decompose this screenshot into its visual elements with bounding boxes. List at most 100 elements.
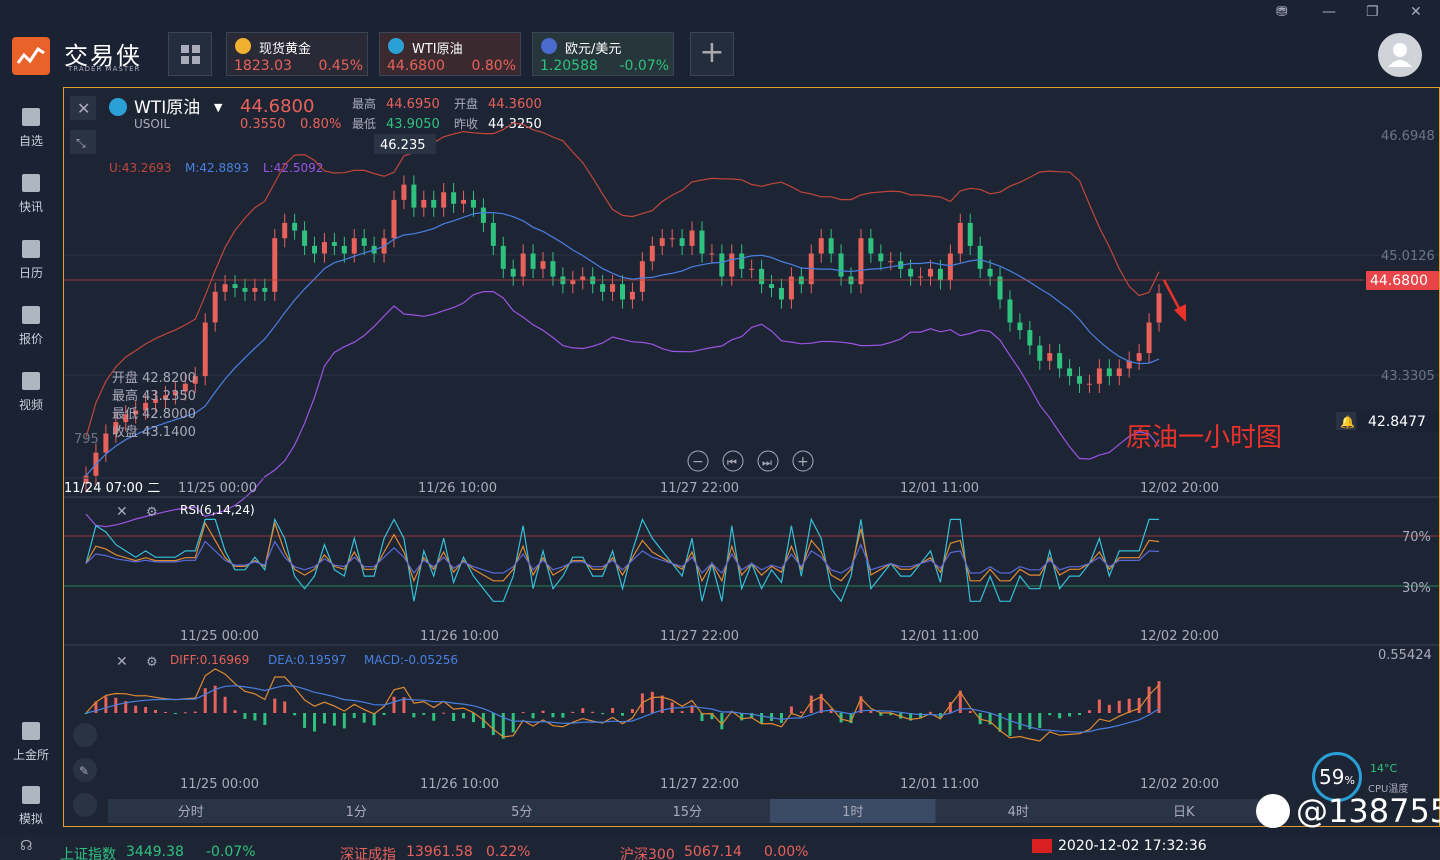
indicator-tool-button[interactable] (73, 723, 97, 747)
price-axis-tick: 46.6948 (1381, 129, 1435, 144)
close-icon[interactable]: ✕ (116, 654, 128, 670)
close-icon[interactable]: ✕ (116, 504, 128, 520)
period-tab[interactable] (935, 799, 1102, 823)
macd-bar (442, 712, 446, 714)
sidebar-item-watchlist[interactable]: 自选 (0, 94, 62, 154)
macd-bar (104, 696, 108, 713)
macd-bar (372, 713, 376, 726)
macd-bar (1117, 700, 1121, 713)
period-tab[interactable] (1101, 799, 1267, 823)
peak-tooltip-value: 46.235 (380, 138, 426, 153)
candle-body (431, 199, 437, 208)
tab-eurusd[interactable]: 欧元/美元 1.20588 -0.07% (532, 32, 674, 76)
collapse-button[interactable] (70, 130, 96, 154)
alert-button[interactable] (1336, 412, 1356, 430)
period-tab[interactable] (770, 799, 936, 823)
macd-bar (1058, 713, 1062, 719)
candle-body (1126, 360, 1132, 369)
candle-body (113, 422, 119, 434)
candle-body (669, 238, 675, 240)
kline-chart[interactable]: ✕ ⤡ WTI原油 ▼ USOIL 44.6800 0.3550 0.80% 最… (64, 88, 1440, 827)
macd-bar (958, 690, 962, 713)
next-button[interactable] (757, 450, 779, 472)
candle-body (540, 261, 546, 269)
macd-bar (928, 711, 932, 713)
candle-body (182, 383, 188, 392)
zoom-in-button[interactable] (792, 450, 814, 472)
close-icon: ✕ (77, 99, 90, 118)
app-logo-icon (12, 37, 50, 75)
chart-area[interactable]: ✕ ⤡ WTI原油 ▼ USOIL 44.6800 0.3550 0.80% 最… (63, 87, 1440, 827)
skin-icon[interactable]: ⛃ (1276, 4, 1288, 20)
time-tick: 11/25 00:00 (178, 481, 257, 496)
chart-tool-button[interactable] (73, 793, 97, 817)
oil-icon (109, 98, 127, 116)
candles (83, 175, 1162, 493)
close-button[interactable]: ✕ (1410, 4, 1422, 20)
period-tab[interactable] (439, 799, 605, 823)
sidebar-item-calendar[interactable]: 日历 (0, 226, 62, 286)
settings-icon[interactable]: ⚙ (146, 505, 158, 520)
headset-icon[interactable]: ☊ (20, 838, 33, 854)
macd-bar (611, 707, 615, 713)
candle-body (312, 245, 318, 254)
oil-icon (388, 38, 404, 54)
layout-grid-button[interactable] (168, 32, 212, 76)
sidebar-item-news[interactable]: 快讯 (0, 160, 62, 220)
macd-diff: DIFF:0.16969 (170, 653, 249, 667)
macd-bar (313, 713, 317, 732)
period-tab-label: 4时 (1008, 805, 1029, 820)
prev-button[interactable] (722, 450, 744, 472)
sidebar-item-video[interactable]: 视频 (0, 358, 62, 418)
add-tab-button[interactable]: + (690, 32, 734, 76)
sidebar-item-demo[interactable]: 模拟 (0, 772, 62, 832)
crosshair-value: 795 (74, 432, 99, 447)
time-tick: 11/26 10:00 (418, 481, 497, 496)
sidebar-item-quotes[interactable]: 报价 (0, 292, 62, 352)
tooltip-low: 最低 42.8000 (112, 407, 196, 422)
maximize-button[interactable]: ❐ (1366, 4, 1379, 20)
candle-body (192, 376, 198, 384)
status-bar: ☊ 上证指数 3449.38 -0.07% 深证成指 13961.58 0.22… (0, 834, 1440, 860)
instrument-name[interactable]: WTI原油 (134, 98, 200, 118)
tab-gold[interactable]: 现货黄金 1823.03 0.45% (226, 32, 368, 76)
candle-body (947, 253, 953, 281)
minimize-button[interactable]: — (1322, 4, 1336, 20)
macd-bar (799, 711, 803, 713)
candle-body (927, 268, 933, 277)
candle-body (172, 391, 178, 396)
macd-bar (789, 706, 793, 713)
chevron-down-icon[interactable]: ▼ (214, 101, 223, 114)
macd-bar (144, 706, 148, 713)
candle-body (1146, 322, 1152, 354)
tab-wti[interactable]: WTI原油 44.6800 0.80% (379, 32, 521, 76)
settings-icon[interactable]: ⚙ (146, 655, 158, 670)
boll-mid-line (85, 212, 1160, 477)
candle-body (83, 475, 89, 484)
sidebar-item-sge[interactable]: 上金所 (0, 708, 62, 768)
macd-bar (382, 713, 386, 716)
candle-body (908, 268, 914, 277)
user-avatar[interactable] (1378, 33, 1422, 77)
low-value: 43.9050 (386, 117, 440, 132)
macd-dea-line (85, 684, 1160, 733)
period-tab[interactable] (604, 799, 771, 823)
macd-bar (839, 713, 843, 723)
macd-bar (124, 701, 128, 713)
close-chart-button[interactable] (70, 96, 96, 120)
macd-bar (471, 713, 475, 723)
zoom-out-button[interactable] (687, 450, 709, 472)
macd-bar (819, 693, 823, 713)
macd-bar (1097, 699, 1101, 713)
macd-bar (948, 702, 952, 713)
candle-body (818, 238, 824, 254)
period-tab[interactable] (108, 799, 274, 823)
wallet-icon (22, 786, 40, 804)
index-name: 深证成指 (340, 847, 396, 860)
instrument-change-pct: 0.80% (300, 117, 341, 132)
draw-tool-button[interactable] (73, 758, 97, 782)
period-tab[interactable] (273, 799, 440, 823)
period-bar: 分时 1分 5分 15分 1时 4时 日K (108, 799, 1267, 823)
tooltip-open: 开盘 42.8200 (112, 370, 196, 386)
macd-bar (154, 709, 158, 713)
